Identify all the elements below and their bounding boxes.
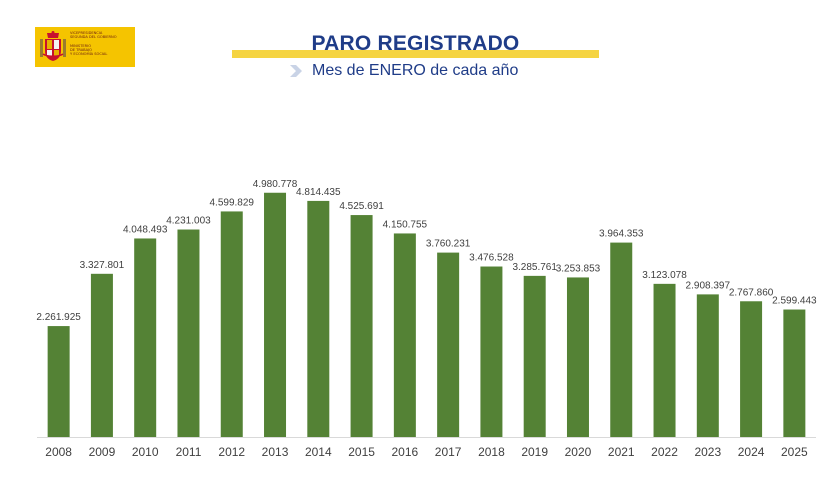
data-label-2023: 2.908.397 [686,280,731,291]
logo-text: VICEPRESIDENCIA SEGUNDA DEL GOBIERNO MIN… [70,31,134,56]
x-tick-label-2008: 2008 [45,445,72,459]
x-tick-label-2016: 2016 [392,445,419,459]
bar-2015 [350,215,373,437]
bar-2019 [523,275,546,437]
bar-2013 [264,192,287,437]
data-label-2020: 3.253.853 [556,263,601,274]
bar-2025 [783,309,806,437]
data-label-2022: 3.123.078 [642,270,687,281]
bar-2018 [480,266,503,437]
bar-2020 [566,277,589,437]
chart-title: PARO REGISTRADO [311,32,520,55]
bar-2009 [90,273,113,437]
x-tick-label-2024: 2024 [738,445,765,459]
data-label-2025: 2.599.443 [772,296,817,307]
bar-2008 [47,326,70,437]
data-label-2016: 4.150.755 [383,219,428,230]
logo-line: DE TRABAJO [70,47,92,52]
bar-2016 [393,233,416,437]
x-tick-label-2021: 2021 [608,445,635,459]
x-tick-label-2023: 2023 [694,445,721,459]
bar-2024 [740,301,763,437]
data-label-2008: 2.261.925 [36,312,81,323]
x-tick-label-2017: 2017 [435,445,462,459]
x-tick-label-2009: 2009 [89,445,116,459]
ministry-logo: VICEPRESIDENCIA SEGUNDA DEL GOBIERNO MIN… [35,27,135,67]
data-label-2012: 4.599.829 [210,197,255,208]
logo-line: Y ECONOMÍA SOCIAL [70,52,108,57]
data-label-2013: 4.980.778 [253,179,298,190]
data-label-2019: 3.285.761 [512,262,557,273]
data-label-2015: 4.525.691 [339,201,384,212]
title-underline-bar [232,50,599,58]
data-label-2010: 4.048.493 [123,224,168,235]
data-label-2021: 3.964.353 [599,229,644,240]
logo-line: MINISTERIO [70,43,92,48]
bar-2014 [307,200,330,437]
x-tick-label-2014: 2014 [305,445,332,459]
x-tick-label-2015: 2015 [348,445,375,459]
bar-2017 [437,252,460,437]
bar-2010 [134,238,157,437]
x-tick-label-2022: 2022 [651,445,678,459]
x-tick-label-2013: 2013 [262,445,289,459]
x-tick-label-2019: 2019 [521,445,548,459]
data-label-2024: 2.767.860 [729,287,774,298]
x-tick-label-2012: 2012 [218,445,245,459]
bar-2011 [177,229,200,437]
bar-2012 [220,211,243,437]
bar-2022 [653,283,676,437]
data-label-2014: 4.814.435 [296,187,341,198]
data-label-2018: 3.476.528 [469,253,514,264]
chart-subtitle: Mes de ENERO de cada año [312,62,519,79]
x-tick-label-2025: 2025 [781,445,808,459]
x-tick-label-2018: 2018 [478,445,505,459]
spain-coat-of-arms-icon [40,31,66,61]
x-tick-label-2010: 2010 [132,445,159,459]
logo-line: SEGUNDA DEL GOBIERNO [70,35,117,40]
logo-line: VICEPRESIDENCIA [70,31,103,35]
chevron-right-icon [290,65,302,77]
data-label-2011: 4.231.003 [166,216,211,227]
x-tick-label-2011: 2011 [176,445,202,459]
bar-2023 [696,294,719,437]
bar-2021 [610,242,633,437]
x-tick-label-2020: 2020 [565,445,592,459]
data-label-2009: 3.327.801 [80,260,125,271]
data-label-2017: 3.760.231 [426,239,471,250]
